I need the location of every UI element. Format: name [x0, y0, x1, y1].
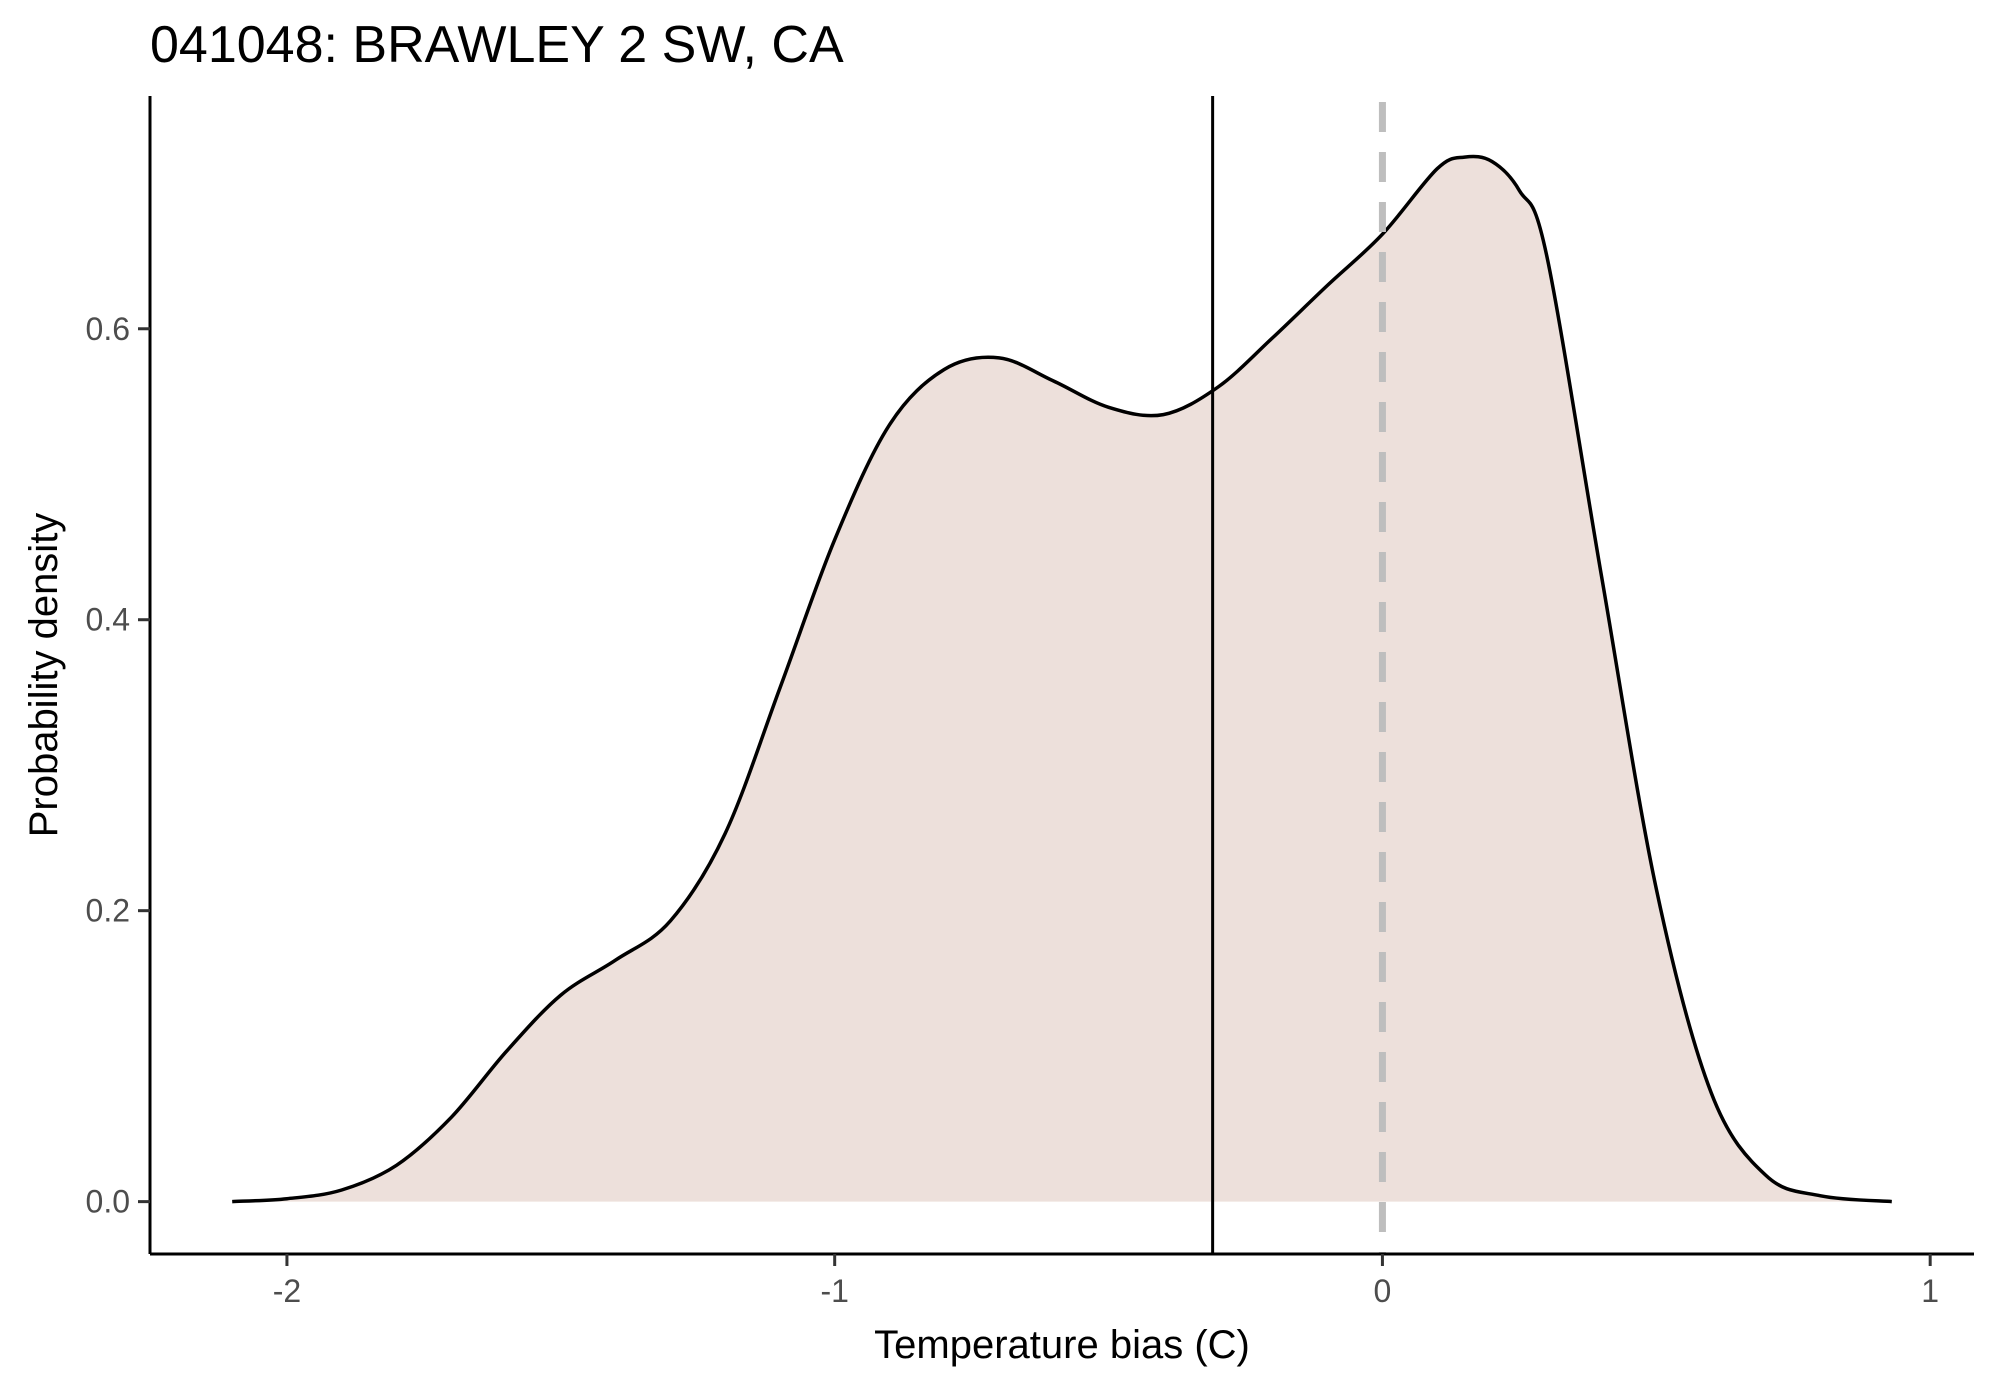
plot-area: [232, 154, 1892, 1204]
y-tick-label: 0.4: [86, 602, 130, 638]
x-axis-ticks: -2 -1 0 1: [273, 1254, 1939, 1309]
density-line-0: [232, 154, 1892, 1204]
axes: [148, 96, 1974, 1256]
reference-lines: [1211, 96, 1386, 1254]
chart-title: 041048: BRAWLEY 2 SW, CA: [150, 16, 844, 74]
y-axis-ticks: 0.0 0.2 0.4 0.6: [86, 311, 150, 1220]
x-axis-title: Temperature bias (C): [874, 1323, 1250, 1367]
density-area-0: [232, 156, 1892, 1202]
y-tick-label: 0.0: [86, 1184, 130, 1220]
x-tick-label: 0: [1374, 1273, 1392, 1309]
x-tick-label: 1: [1921, 1273, 1939, 1309]
y-tick-label: 0.6: [86, 311, 130, 347]
x-tick-label: -1: [820, 1273, 848, 1309]
x-tick-label: -2: [273, 1273, 301, 1309]
y-tick-label: 0.2: [86, 893, 130, 929]
y-axis-title: Probability density: [22, 513, 66, 838]
